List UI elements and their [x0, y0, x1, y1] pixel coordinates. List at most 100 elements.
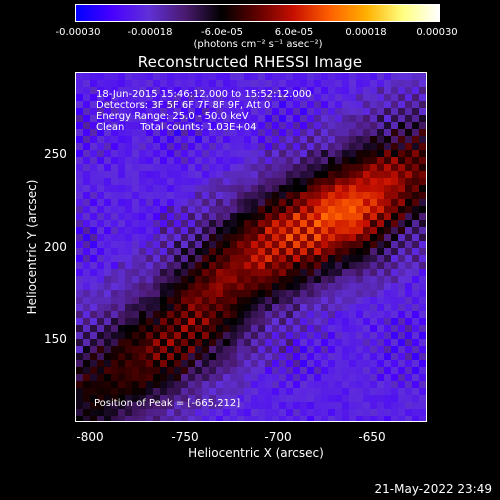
heatmap-cell — [153, 325, 160, 332]
heatmap-cell — [76, 353, 83, 360]
heatmap-cell — [118, 346, 125, 353]
heatmap-cell — [328, 395, 335, 402]
heatmap-cell — [188, 136, 195, 143]
heatmap-cell — [181, 402, 188, 409]
heatmap-cell — [265, 269, 272, 276]
heatmap-cell — [111, 360, 118, 367]
heatmap-cell — [356, 318, 363, 325]
heatmap-cell — [167, 73, 174, 80]
heatmap-cell — [160, 185, 167, 192]
heatmap-cell — [146, 360, 153, 367]
heatmap-cell — [132, 101, 139, 108]
heatmap-cell — [321, 283, 328, 290]
heatmap-cell — [216, 311, 223, 318]
heatmap-cell — [279, 115, 286, 122]
heatmap-cell — [370, 185, 377, 192]
heatmap-cell — [412, 94, 419, 101]
heatmap-cell — [321, 199, 328, 206]
heatmap-cell — [160, 332, 167, 339]
heatmap-cell — [174, 262, 181, 269]
heatmap-cell — [174, 339, 181, 346]
heatmap-cell — [153, 269, 160, 276]
heatmap-cell — [181, 115, 188, 122]
heatmap-cell — [139, 402, 146, 409]
heatmap-cell — [244, 206, 251, 213]
heatmap-cell — [230, 108, 237, 115]
heatmap-cell — [293, 332, 300, 339]
heatmap-cell — [209, 262, 216, 269]
heatmap-cell — [125, 143, 132, 150]
heatmap-cell — [300, 129, 307, 136]
heatmap-cell — [328, 311, 335, 318]
heatmap-cell — [272, 192, 279, 199]
heatmap-cell — [181, 416, 188, 421]
heatmap-cell — [293, 409, 300, 416]
heatmap-cell — [258, 108, 265, 115]
heatmap-cell — [265, 108, 272, 115]
heatmap-cell — [188, 248, 195, 255]
heatmap-cell — [251, 87, 258, 94]
heatmap-cell — [195, 227, 202, 234]
heatmap-cell — [216, 164, 223, 171]
heatmap-cell — [237, 283, 244, 290]
heatmap-cell — [237, 409, 244, 416]
heatmap-cell — [139, 227, 146, 234]
heatmap-cell — [279, 297, 286, 304]
heatmap-cell — [76, 241, 83, 248]
heatmap-cell — [104, 234, 111, 241]
heatmap-cell — [307, 360, 314, 367]
heatmap-cell — [125, 297, 132, 304]
heatmap-cell — [314, 143, 321, 150]
heatmap-cell — [258, 80, 265, 87]
heatmap-cell — [97, 297, 104, 304]
heatmap-cell — [195, 80, 202, 87]
heatmap-cell — [181, 199, 188, 206]
heatmap-cell — [321, 409, 328, 416]
heatmap-cell — [139, 136, 146, 143]
heatmap-cell — [76, 129, 83, 136]
heatmap-cell — [83, 304, 90, 311]
heatmap-cell — [90, 262, 97, 269]
heatmap-cell — [118, 311, 125, 318]
heatmap-cell — [384, 234, 391, 241]
heatmap-cell — [377, 73, 384, 80]
heatmap-cell — [265, 234, 272, 241]
heatmap-cell — [223, 346, 230, 353]
heatmap-cell — [412, 360, 419, 367]
heatmap-cell — [314, 234, 321, 241]
heatmap-cell — [335, 87, 342, 94]
heatmap-cell — [153, 115, 160, 122]
heatmap-cell — [307, 129, 314, 136]
heatmap-cell — [279, 164, 286, 171]
heatmap-cell — [146, 353, 153, 360]
heatmap-cell — [300, 360, 307, 367]
heatmap-cell — [125, 234, 132, 241]
heatmap-cell — [90, 73, 97, 80]
heatmap-cell — [118, 374, 125, 381]
heatmap-cell — [391, 122, 398, 129]
heatmap-cell — [293, 192, 300, 199]
heatmap-cell — [244, 136, 251, 143]
heatmap-cell — [272, 227, 279, 234]
heatmap-cell — [83, 157, 90, 164]
heatmap-cell — [342, 227, 349, 234]
heatmap-cell — [307, 150, 314, 157]
heatmap-cell — [202, 262, 209, 269]
heatmap-cell — [377, 108, 384, 115]
heatmap-cell — [174, 185, 181, 192]
heatmap-cell — [286, 269, 293, 276]
heatmap-cell — [279, 409, 286, 416]
heatmap-cell — [188, 262, 195, 269]
heatmap-cell — [307, 192, 314, 199]
heatmap-cell — [167, 339, 174, 346]
heatmap-cell — [188, 255, 195, 262]
heatmap-cell — [342, 416, 349, 421]
heatmap-cell — [209, 199, 216, 206]
heatmap-cell — [230, 318, 237, 325]
heatmap-cell — [209, 311, 216, 318]
heatmap-cell — [272, 367, 279, 374]
heatmap-cell — [202, 87, 209, 94]
heatmap-cell — [314, 381, 321, 388]
heatmap-cell — [216, 115, 223, 122]
heatmap-cell — [167, 199, 174, 206]
